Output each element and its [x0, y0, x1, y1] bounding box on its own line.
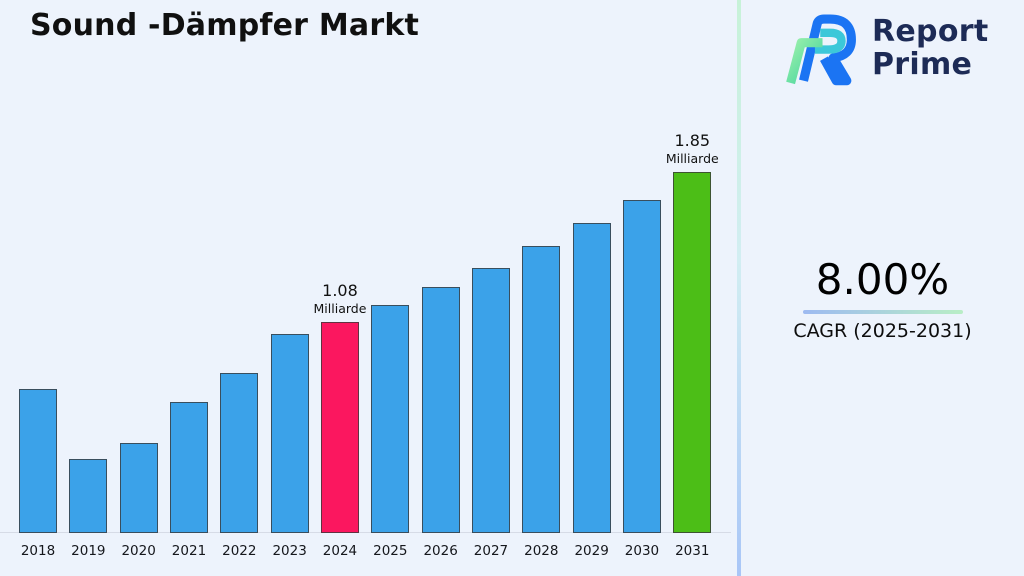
cagr-value: 8.00% [815, 255, 950, 304]
x-tick-2028: 2028 [524, 543, 559, 559]
x-tick-2026: 2026 [423, 543, 458, 559]
x-tick-2023: 2023 [272, 543, 307, 559]
logo-wordmark: Report Prime [872, 15, 988, 81]
bar-2020 [119, 443, 158, 533]
bar-2030 [622, 200, 661, 533]
bar-2018 [19, 389, 57, 533]
bar-2028 [522, 246, 561, 533]
chart-area: 2018 2019 2020 2021 2022 2023 2024 1.08 Milliard… [0, 131, 737, 559]
logo-word-prime: Prime [872, 47, 973, 82]
x-tick-2024: 2024 [322, 543, 358, 559]
vertical-divider [737, 0, 741, 576]
x-tick-2019: 2019 [71, 543, 106, 559]
x-tick-2025: 2025 [373, 543, 408, 559]
bar-value-unit: Milliarde [313, 301, 367, 316]
x-tick-2022: 2022 [222, 543, 257, 559]
bar-2019 [69, 459, 108, 533]
x-tick-2031: 2031 [675, 543, 710, 559]
bar-2026 [421, 287, 460, 533]
bar-2027 [471, 268, 510, 533]
page-title: Sound -Dämpfer Markt [30, 8, 420, 43]
x-tick-2030: 2030 [624, 543, 660, 559]
report-prime-logo: Report Prime [781, 10, 988, 86]
bar-2021 [169, 402, 208, 533]
bar-2023 [270, 334, 309, 533]
x-tick-2021: 2021 [171, 543, 207, 559]
bar-value-label-2031: 1.85 Milliarde [647, 131, 737, 166]
bar-value: 1.85 [674, 131, 711, 150]
logo-word-report: Report [872, 14, 989, 49]
x-tick-2018: 2018 [20, 543, 56, 559]
bar-value: 1.08 [322, 281, 358, 300]
cagr-label: CAGR (2025-2031) [793, 320, 972, 343]
report-prime-logo-icon [786, 14, 856, 86]
bar-2022 [220, 373, 259, 533]
cagr-underline [802, 310, 963, 315]
bar-value-label-2024: 1.08 Milliarde [295, 281, 385, 316]
bar-2025 [371, 305, 410, 533]
bar-2029 [572, 223, 611, 533]
bar-2024 [320, 322, 359, 533]
x-tick-2029: 2029 [574, 543, 609, 559]
x-tick-2027: 2027 [473, 543, 509, 559]
x-tick-2020: 2020 [121, 543, 156, 559]
cagr-block: 8.00% CAGR (2025-2031) [741, 256, 1024, 342]
bar-value-unit: Milliarde [665, 151, 719, 166]
bar-2031 [673, 172, 712, 533]
x-axis-line [0, 532, 731, 533]
